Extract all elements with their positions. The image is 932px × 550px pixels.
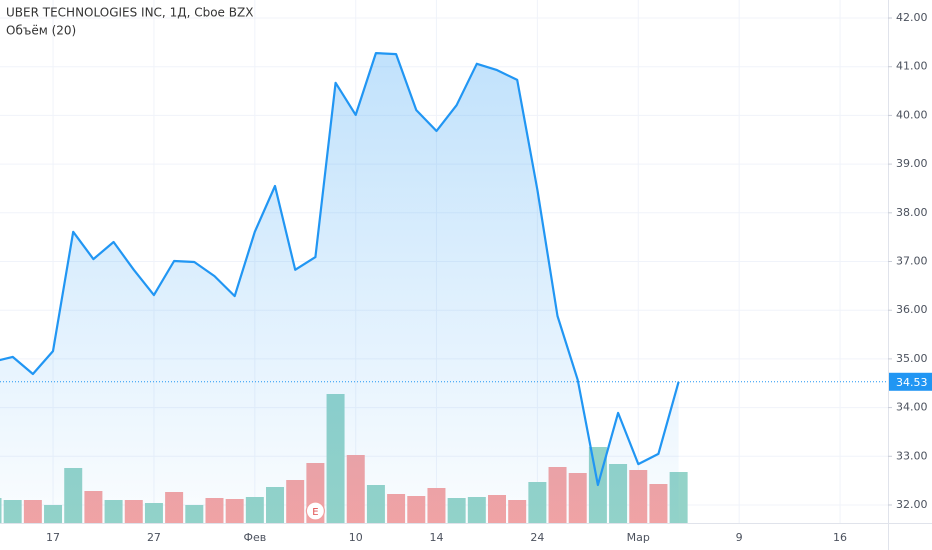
x-tick-label: 10 bbox=[349, 531, 363, 544]
volume-title: Объём (20) bbox=[6, 24, 76, 38]
price-line bbox=[0, 52, 680, 487]
y-tick-label: 34.00 bbox=[896, 401, 928, 414]
x-tick-label: 17 bbox=[46, 531, 60, 544]
last-price-box bbox=[889, 372, 932, 391]
y-tick-label: 35.00 bbox=[896, 352, 928, 365]
y-tick-label: 42.00 bbox=[896, 11, 928, 24]
plot-area bbox=[0, 0, 888, 523]
x-tick-label: 16 bbox=[833, 531, 847, 544]
y-tick-label: 32.00 bbox=[896, 498, 928, 511]
y-tick-label: 41.00 bbox=[896, 60, 928, 73]
earnings-marker bbox=[305, 501, 325, 521]
y-tick-label: 36.00 bbox=[896, 303, 928, 316]
y-tick-label: 38.00 bbox=[896, 206, 928, 219]
x-tick-label: Фев bbox=[243, 531, 266, 544]
y-tick-label: 39.00 bbox=[896, 157, 928, 170]
x-tick-label: 24 bbox=[530, 531, 544, 544]
x-tick-label: 9 bbox=[736, 531, 743, 544]
last-price-label: 34.53 bbox=[896, 376, 928, 389]
y-tick-label: 37.00 bbox=[896, 255, 928, 268]
chart-title: UBER TECHNOLOGIES INC, 1Д, Cboe BZX bbox=[6, 6, 253, 20]
area-fill bbox=[0, 53, 679, 523]
earnings-label: E bbox=[312, 507, 318, 518]
x-tick-label: 27 bbox=[147, 531, 161, 544]
x-tick-label: 14 bbox=[429, 531, 443, 544]
y-tick-label: 40.00 bbox=[896, 108, 928, 121]
y-tick-label: 33.00 bbox=[896, 449, 928, 462]
x-tick-label: Мар bbox=[627, 531, 650, 544]
